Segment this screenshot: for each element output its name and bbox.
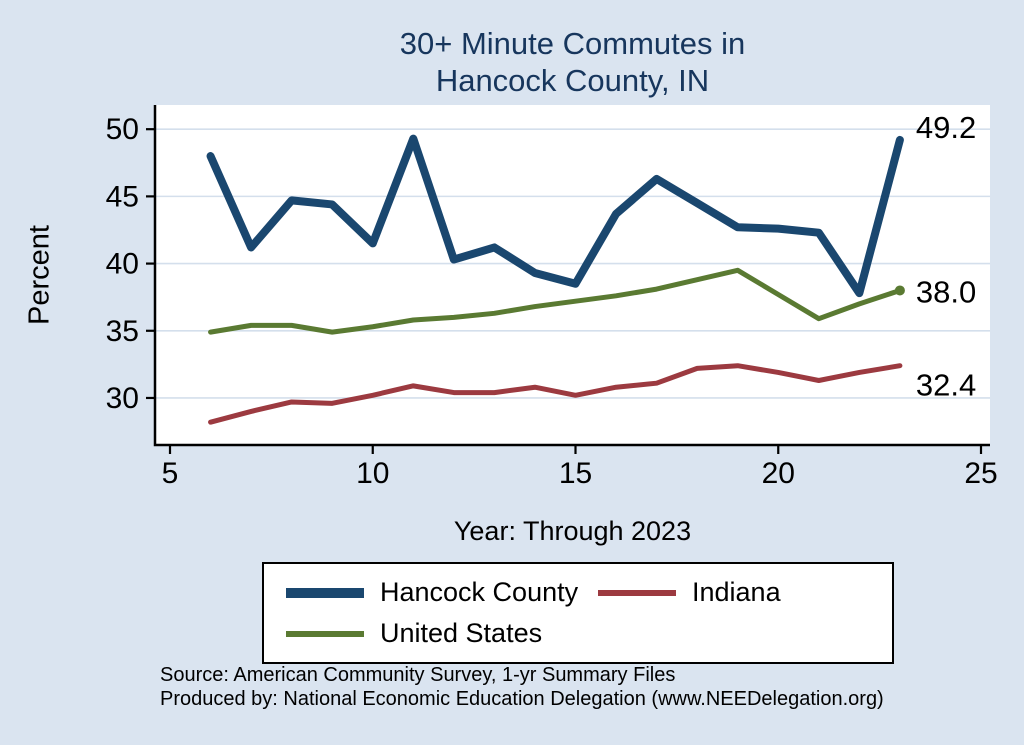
series-endpoint-marker xyxy=(894,285,905,296)
legend-label: United States xyxy=(380,618,543,648)
end-label-united-states: 38.0 xyxy=(916,274,976,309)
x-tick-label: 10 xyxy=(356,457,389,490)
y-tick-label: 30 xyxy=(106,382,139,415)
axis-lines xyxy=(153,105,990,447)
legend: Hancock County Indiana United States xyxy=(262,562,894,664)
legend-swatch xyxy=(286,587,364,598)
chart-title-line2: Hancock County, IN xyxy=(435,62,710,98)
y-tick-label: 45 xyxy=(106,180,139,213)
x-tick-label: 20 xyxy=(762,457,795,490)
source-line: Source: American Community Survey, 1-yr … xyxy=(160,664,676,686)
legend-label: Hancock County xyxy=(380,577,579,607)
legend-item-indiana: Indiana xyxy=(598,577,882,608)
series-united-states xyxy=(208,267,903,335)
legend-swatch xyxy=(598,589,676,596)
x-tick-label: 25 xyxy=(964,457,997,490)
line-chart: 30 35 40 45 50 5 10 15 20 25 49.2 38.0 32.4 xyxy=(106,105,998,490)
y-tick-label: 35 xyxy=(106,315,139,348)
end-label-indiana: 32.4 xyxy=(916,368,976,403)
x-axis-title: Year: Through 2023 xyxy=(453,516,692,546)
end-label-hancock-county: 49.2 xyxy=(916,110,976,145)
source-note: Source: American Community Survey, 1-yr … xyxy=(160,664,884,711)
legend-item-hancock-county: Hancock County xyxy=(286,577,598,608)
chart-title: 30+ Minute Commutes in Hancock County, I… xyxy=(155,26,990,99)
chart-title-line1: 30+ Minute Commutes in xyxy=(399,26,746,61)
y-tick-label: 50 xyxy=(106,113,139,146)
legend-item-united-states: United States xyxy=(286,618,598,649)
produced-line: Produced by: National Economic Education… xyxy=(160,687,884,710)
series-indiana xyxy=(208,363,903,425)
legend-label: Indiana xyxy=(692,577,781,607)
x-tick-label: 15 xyxy=(559,457,592,490)
x-tick-label: 5 xyxy=(162,457,179,490)
series-hancock-county xyxy=(206,134,904,298)
legend-swatch xyxy=(286,630,364,637)
y-tick-label: 40 xyxy=(106,248,139,281)
